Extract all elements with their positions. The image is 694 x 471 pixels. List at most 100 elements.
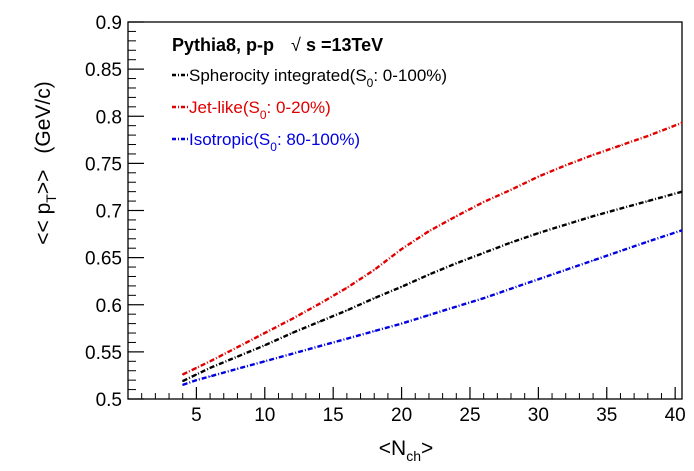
x-tick-label: 15 xyxy=(323,405,344,426)
data-point-spherocity-integrated xyxy=(195,373,197,376)
y-axis: 0.5 0.55 0.6 0.65 0.7 0.75 0.8 0.85 0.9 xyxy=(85,13,144,411)
series-line-jet-like xyxy=(182,121,683,376)
x-tick-label: 40 xyxy=(665,405,686,426)
x-tick-label: 35 xyxy=(596,405,617,426)
data-point-spherocity-integrated xyxy=(510,241,512,244)
data-point-isotropic xyxy=(318,345,321,347)
data-point-spherocity-integrated xyxy=(681,191,683,193)
legend-label-isotropic: Isotropic(S0: 80-100%) xyxy=(189,130,360,154)
data-point-jet-like xyxy=(346,287,348,289)
x-tick-label: 5 xyxy=(191,405,202,426)
y-tick-label: 0.65 xyxy=(85,249,122,270)
x-tick-label: 10 xyxy=(254,405,275,426)
data-point-spherocity-integrated xyxy=(428,274,430,276)
header-energy-var: s xyxy=(306,35,316,55)
data-point-spherocity-integrated xyxy=(346,309,348,311)
header-generator: Pythia8, p-p xyxy=(172,35,274,55)
data-point-isotropic xyxy=(483,297,485,299)
data-point-spherocity-integrated xyxy=(209,367,211,369)
data-point-isotropic xyxy=(182,384,184,386)
legend: Spherocity integrated(S0: 0-100%) Jet-li… xyxy=(172,66,447,154)
data-point-isotropic xyxy=(455,306,457,308)
data-point-spherocity-integrated xyxy=(291,332,293,334)
data-point-jet-like xyxy=(619,144,622,147)
data-point-isotropic xyxy=(592,259,594,262)
data-point-jet-like xyxy=(455,215,457,217)
x-axis-title-suffix: > xyxy=(421,437,433,460)
data-point-jet-like xyxy=(401,248,403,250)
data-point-spherocity-integrated xyxy=(182,380,184,382)
legend-label-main: Isotropic(S xyxy=(189,130,270,149)
data-point-jet-like xyxy=(483,201,485,203)
data-point-spherocity-integrated xyxy=(537,232,540,234)
data-point-spherocity-integrated xyxy=(236,356,238,358)
header-sqrt-symbol: √ xyxy=(291,35,301,55)
data-point-spherocity-integrated xyxy=(483,252,485,254)
y-tick-label: 0.7 xyxy=(96,202,122,223)
data-point-spherocity-integrated xyxy=(565,224,567,226)
legend-label-sub: 0 xyxy=(270,140,277,154)
legend-label-rest: : 80-100%) xyxy=(277,130,360,149)
y-axis-title-suffix: >> xyxy=(32,170,55,195)
data-point-isotropic xyxy=(619,250,622,252)
data-point-jet-like xyxy=(537,176,540,178)
x-tick-label: 20 xyxy=(391,405,412,426)
data-point-isotropic xyxy=(291,353,293,355)
data-point-isotropic xyxy=(346,338,348,340)
data-point-jet-like xyxy=(510,189,512,191)
y-axis-title-subscript: T xyxy=(43,194,59,203)
data-point-spherocity-integrated xyxy=(647,200,649,202)
data-point-isotropic xyxy=(681,229,683,231)
data-point-spherocity-integrated xyxy=(592,215,594,217)
data-point-jet-like xyxy=(428,230,430,232)
data-point-jet-like xyxy=(592,154,594,156)
data-point-jet-like xyxy=(182,373,184,376)
data-point-isotropic xyxy=(428,314,430,316)
legend-entry-isotropic: Isotropic(S0: 80-100%) xyxy=(172,130,360,154)
y-axis-title: << pT>> (GeV/c) xyxy=(32,81,59,244)
y-tick-label: 0.5 xyxy=(96,390,122,411)
legend-label-sub: 0 xyxy=(367,76,374,90)
legend-entry-jet-like: Jet-like(S0: 0-20%) xyxy=(172,98,331,122)
data-point-isotropic xyxy=(195,379,197,381)
series-layer xyxy=(182,121,683,387)
y-axis-title-unit: (GeV/c) xyxy=(32,81,55,153)
y-tick-label: 0.9 xyxy=(96,13,122,34)
data-point-isotropic xyxy=(647,241,649,243)
data-point-spherocity-integrated xyxy=(401,286,403,288)
y-axis-title-prefix: << p xyxy=(32,203,55,245)
x-axis-title-subscript: ch xyxy=(406,448,421,464)
data-point-spherocity-integrated xyxy=(318,321,321,323)
data-point-spherocity-integrated xyxy=(373,297,375,299)
y-tick-label: 0.55 xyxy=(85,343,122,364)
data-point-isotropic xyxy=(236,368,238,370)
x-axis-title-prefix: <N xyxy=(379,437,406,460)
data-point-jet-like xyxy=(647,135,649,137)
legend-label-spherocity-integrated: Spherocity integrated(S0: 0-100%) xyxy=(189,66,447,90)
data-point-spherocity-integrated xyxy=(455,262,457,264)
data-point-isotropic xyxy=(401,323,403,325)
data-point-jet-like xyxy=(373,269,375,271)
legend-entry-spherocity-integrated: Spherocity integrated(S0: 0-100%) xyxy=(172,66,447,90)
data-point-jet-like xyxy=(209,360,211,362)
series-line-spherocity-integrated xyxy=(182,190,683,383)
data-point-isotropic xyxy=(373,330,375,332)
x-tick-label: 30 xyxy=(528,405,549,426)
data-point-jet-like xyxy=(318,303,321,305)
data-point-jet-like xyxy=(681,122,683,124)
legend-label-main: Jet-like(S xyxy=(189,98,260,117)
legend-label-sub: 0 xyxy=(260,108,267,122)
data-point-isotropic xyxy=(264,360,266,362)
y-tick-label: 0.8 xyxy=(96,107,122,128)
legend-label-rest: : 0-20%) xyxy=(267,98,331,117)
data-point-isotropic xyxy=(209,375,211,377)
y-tick-label: 0.75 xyxy=(85,154,122,175)
legend-label-rest: : 0-100%) xyxy=(373,66,447,85)
legend-label-jet-like: Jet-like(S0: 0-20%) xyxy=(189,98,331,122)
x-tick-label: 25 xyxy=(459,405,480,426)
chart-header: Pythia8, p-p √ s =13TeV xyxy=(172,35,383,55)
header-energy-value: =13TeV xyxy=(321,35,383,55)
series-line-isotropic xyxy=(182,229,683,387)
data-point-isotropic xyxy=(565,269,567,271)
